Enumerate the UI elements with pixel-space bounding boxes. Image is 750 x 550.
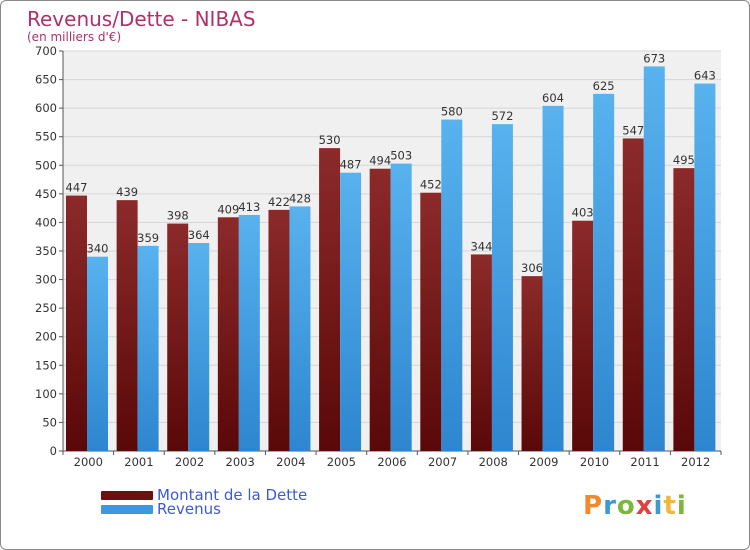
data-label-revenus: 487 — [340, 158, 362, 172]
y-tick-label: 50 — [42, 415, 57, 429]
data-label-dette: 306 — [521, 261, 543, 275]
legend-label-revenus: Revenus — [157, 500, 221, 518]
data-label-revenus: 428 — [289, 191, 311, 205]
y-tick-label: 150 — [35, 358, 57, 372]
y-tick-label: 350 — [35, 244, 57, 258]
data-label-revenus: 503 — [390, 149, 412, 163]
legend-swatch-dette — [101, 490, 153, 500]
x-tick-label: 2010 — [580, 455, 609, 469]
data-label-dette: 452 — [420, 178, 442, 192]
legend-swatch-revenus — [101, 504, 153, 514]
data-label-revenus: 359 — [137, 231, 159, 245]
x-tick-label: 2002 — [175, 455, 204, 469]
bar-revenus — [137, 245, 159, 451]
data-label-revenus: 340 — [87, 242, 109, 256]
data-label-dette: 439 — [116, 185, 138, 199]
x-tick-label: 2009 — [529, 455, 558, 469]
data-label-dette: 494 — [369, 154, 391, 168]
data-label-dette: 409 — [217, 202, 239, 216]
chart-subtitle: (en milliers d'€) — [27, 30, 122, 44]
y-tick-label: 0 — [50, 444, 57, 458]
data-label-revenus: 572 — [491, 109, 513, 123]
data-label-revenus: 413 — [238, 200, 260, 214]
x-tick-label: 2011 — [630, 455, 659, 469]
logo-letter: r — [603, 491, 617, 521]
bar-revenus — [441, 119, 463, 452]
data-label-dette: 447 — [66, 181, 88, 195]
y-tick-label: 650 — [35, 73, 57, 87]
y-tick-label: 100 — [35, 387, 57, 401]
bar-dette — [572, 220, 594, 451]
y-tick-label: 550 — [35, 130, 57, 144]
y-tick-label: 500 — [35, 158, 57, 172]
y-tick-label: 250 — [35, 301, 57, 315]
bar-dette — [521, 276, 543, 451]
x-tick-label: 2008 — [479, 455, 508, 469]
bar-revenus — [390, 163, 412, 452]
y-tick-label: 700 — [35, 44, 57, 58]
x-tick-label: 2003 — [226, 455, 255, 469]
bar-dette — [167, 223, 189, 451]
data-label-dette: 403 — [572, 206, 594, 220]
data-label-dette: 398 — [167, 209, 189, 223]
bar-revenus — [643, 66, 665, 451]
y-tick-label: 450 — [35, 187, 57, 201]
logo-letter: t — [663, 491, 677, 521]
data-label-revenus: 364 — [188, 228, 210, 242]
x-tick-label: 2012 — [681, 455, 710, 469]
bar-revenus — [188, 243, 210, 451]
x-tick-label: 2007 — [428, 455, 457, 469]
data-label-revenus: 604 — [542, 91, 564, 105]
proxiti-logo: Proxiti — [583, 491, 687, 521]
y-tick-label: 400 — [35, 215, 57, 229]
bar-revenus — [289, 206, 311, 451]
logo-letter: i — [676, 491, 687, 521]
legend-item-dette: Montant de la Dette — [101, 486, 308, 504]
bar-revenus — [238, 215, 260, 451]
bar-dette — [217, 217, 239, 451]
data-label-revenus: 580 — [441, 105, 463, 119]
data-label-revenus: 673 — [643, 51, 665, 65]
data-label-dette: 495 — [673, 153, 695, 167]
bar-dette — [369, 168, 391, 451]
data-label-dette: 344 — [470, 239, 492, 253]
chart-title: Revenus/Dette - NIBAS — [27, 7, 256, 31]
logo-letter: i — [653, 491, 664, 521]
data-label-revenus: 625 — [593, 79, 615, 93]
bar-dette — [66, 195, 87, 451]
logo-letter: o — [616, 491, 636, 521]
bar-dette — [420, 192, 442, 451]
x-tick-label: 2004 — [276, 455, 305, 469]
y-tick-label: 600 — [35, 101, 57, 115]
logo-letter: x — [635, 491, 654, 521]
bar-revenus — [694, 83, 716, 452]
legend-label-dette: Montant de la Dette — [157, 486, 308, 504]
x-tick-label: 2001 — [124, 455, 153, 469]
bar-revenus — [491, 124, 513, 452]
data-label-revenus: 643 — [694, 69, 716, 83]
data-label-dette: 530 — [319, 133, 341, 147]
bar-revenus — [542, 105, 564, 451]
bar-revenus — [340, 172, 362, 451]
bar-revenus — [87, 256, 108, 451]
y-tick-label: 300 — [35, 273, 57, 287]
bar-dette — [268, 209, 290, 451]
bar-dette — [470, 254, 492, 451]
x-tick-label: 2000 — [74, 455, 103, 469]
data-label-dette: 422 — [268, 195, 290, 209]
logo-letter: P — [583, 491, 604, 521]
y-tick-label: 200 — [35, 330, 57, 344]
bar-dette — [319, 148, 341, 451]
bar-dette — [673, 168, 695, 451]
bar-revenus — [593, 93, 615, 451]
data-label-dette: 547 — [622, 123, 644, 137]
legend-item-revenus: Revenus — [101, 500, 221, 518]
bar-dette — [116, 200, 138, 451]
x-tick-label: 2006 — [377, 455, 406, 469]
x-tick-label: 2005 — [327, 455, 356, 469]
bar-dette — [622, 138, 644, 451]
